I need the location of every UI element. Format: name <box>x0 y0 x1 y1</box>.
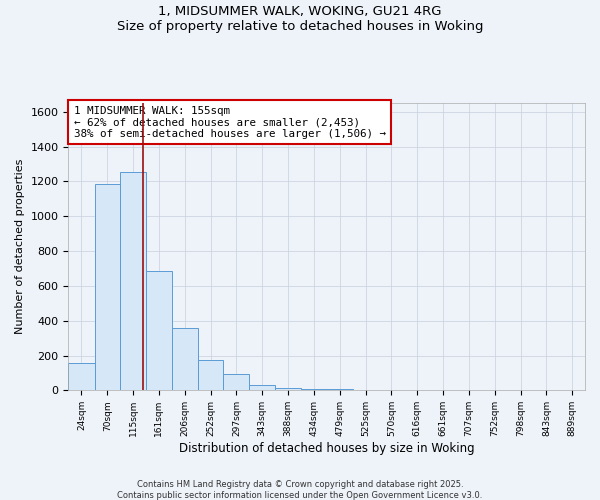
Bar <box>68 364 95 390</box>
Bar <box>172 328 198 390</box>
Bar <box>146 271 172 390</box>
Bar <box>275 388 301 390</box>
Bar <box>120 172 146 390</box>
Bar <box>301 389 327 390</box>
X-axis label: Distribution of detached houses by size in Woking: Distribution of detached houses by size … <box>179 442 475 455</box>
Y-axis label: Number of detached properties: Number of detached properties <box>15 159 25 334</box>
Text: Contains HM Land Registry data © Crown copyright and database right 2025.
Contai: Contains HM Land Registry data © Crown c… <box>118 480 482 500</box>
Bar <box>95 184 120 390</box>
Bar <box>250 385 275 390</box>
Bar <box>198 360 223 390</box>
Text: 1, MIDSUMMER WALK, WOKING, GU21 4RG
Size of property relative to detached houses: 1, MIDSUMMER WALK, WOKING, GU21 4RG Size… <box>117 5 483 33</box>
Bar <box>223 374 250 390</box>
Text: 1 MIDSUMMER WALK: 155sqm
← 62% of detached houses are smaller (2,453)
38% of sem: 1 MIDSUMMER WALK: 155sqm ← 62% of detach… <box>74 106 386 139</box>
